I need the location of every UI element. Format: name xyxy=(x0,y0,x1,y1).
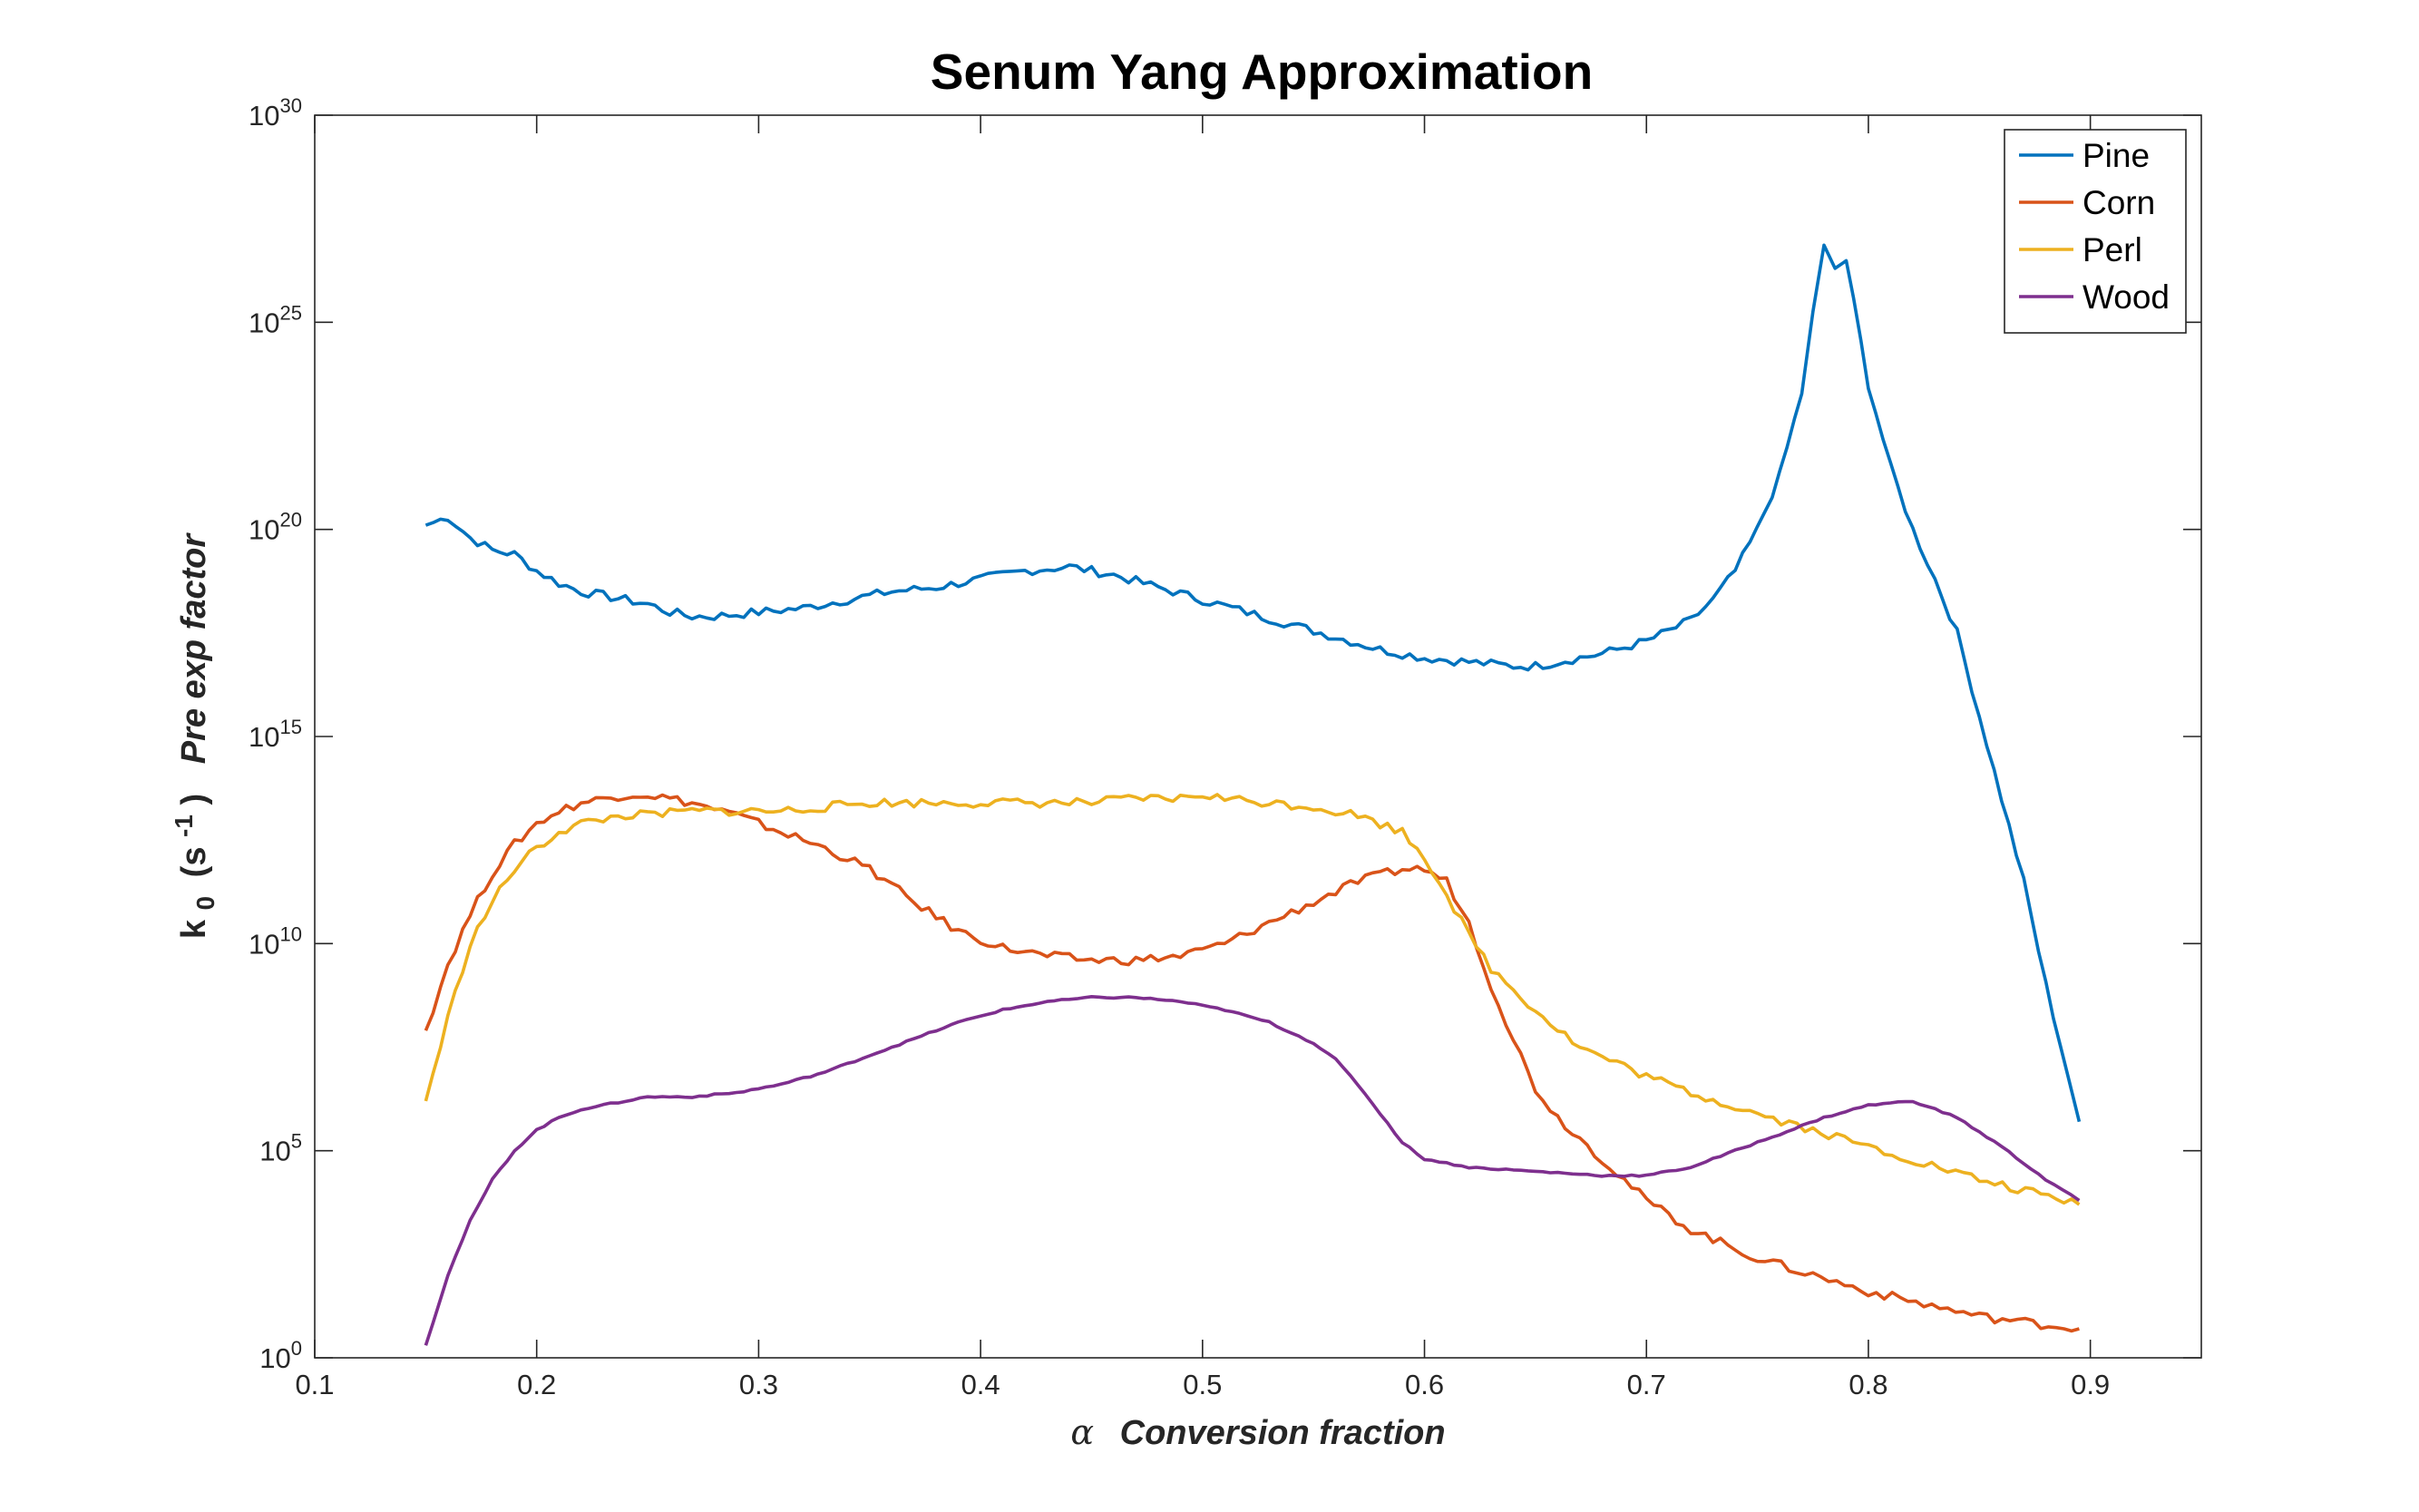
x-tick-label: 0.7 xyxy=(1627,1369,1666,1400)
x-axis-label: α Conversion fraction xyxy=(1070,1412,1445,1452)
y-axis-label-subscript: 0 xyxy=(191,896,219,911)
y-axis-label-base: k xyxy=(175,919,213,939)
y-tick-label: 105 xyxy=(259,1130,302,1167)
y-tick-label-exponent: 0 xyxy=(291,1337,302,1360)
series-line-perl xyxy=(424,793,2081,1206)
y-tick-label-exponent: 20 xyxy=(280,509,302,532)
y-axis-label-text: Pre exp factor xyxy=(175,532,213,765)
y-tick-label-exponent: 5 xyxy=(291,1130,302,1153)
x-tick-label: 0.6 xyxy=(1405,1369,1444,1400)
y-axis-label-superscript: -1 xyxy=(170,815,198,837)
y-axis-label-unit-open: (s xyxy=(175,847,213,878)
y-tick-label: 100 xyxy=(259,1337,302,1374)
chart-title: Senum Yang Approximation xyxy=(931,44,1593,100)
x-axis: 0.1 0.2 0.3 0.4 0.5 0.6 0.7 0.8 0.9 xyxy=(295,115,2110,1400)
y-tick-label-base: 10 xyxy=(249,721,279,753)
x-tick-label: 0.2 xyxy=(517,1369,556,1400)
y-tick-label-base: 10 xyxy=(249,100,279,132)
y-tick-label: 1010 xyxy=(249,922,302,960)
y-tick-label-exponent: 10 xyxy=(280,922,302,945)
y-tick-label-exponent: 15 xyxy=(280,716,302,738)
series-line-wood xyxy=(424,995,2081,1346)
x-tick-label: 0.4 xyxy=(961,1369,1000,1400)
y-tick-label-base: 10 xyxy=(249,928,279,960)
y-tick-label-base: 10 xyxy=(259,1342,290,1374)
y-tick-label-base: 10 xyxy=(259,1136,290,1167)
legend: Pine Corn Perl Wood xyxy=(2004,129,2187,334)
legend-label-perl: Perl xyxy=(2082,231,2142,268)
y-tick-label-base: 10 xyxy=(249,514,279,546)
x-axis-label-text: Conversion fraction xyxy=(1120,1414,1446,1452)
y-tick-label: 1025 xyxy=(249,301,302,338)
y-tick-label: 1015 xyxy=(249,716,302,753)
legend-box xyxy=(2004,129,2187,334)
y-axis-label: k 0 (s -1 ) Pre exp factor xyxy=(162,532,222,940)
legend-label-wood: Wood xyxy=(2082,278,2170,316)
y-tick-label-base: 10 xyxy=(249,307,279,338)
x-tick-label: 0.8 xyxy=(1848,1369,1887,1400)
y-tick-label: 1030 xyxy=(249,94,302,132)
x-tick-label: 0.1 xyxy=(295,1369,334,1400)
legend-label-pine: Pine xyxy=(2082,137,2150,174)
y-tick-label: 1020 xyxy=(249,509,302,546)
y-tick-label-exponent: 25 xyxy=(280,301,302,324)
x-tick-label: 0.3 xyxy=(739,1369,778,1400)
series-layer xyxy=(424,243,2082,1346)
legend-label-corn: Corn xyxy=(2082,184,2155,221)
y-tick-label-exponent: 30 xyxy=(280,94,302,117)
x-tick-label: 0.9 xyxy=(2071,1369,2110,1400)
plot-area xyxy=(314,114,2202,1359)
series-line-pine xyxy=(424,243,2082,1123)
x-tick-label: 0.5 xyxy=(1183,1369,1222,1400)
x-axis-label-symbol: α xyxy=(1070,1412,1094,1452)
series-line-corn xyxy=(424,793,2080,1333)
y-axis-label-unit-close: ) xyxy=(175,794,213,805)
